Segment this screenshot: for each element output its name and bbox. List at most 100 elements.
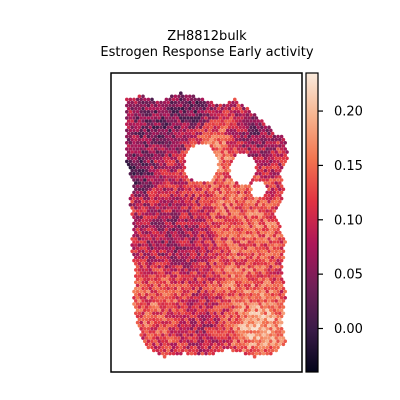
spot-point — [148, 132, 152, 136]
spot-point — [224, 305, 228, 309]
spot-point — [233, 284, 237, 288]
spot-point — [156, 200, 160, 204]
spot-point — [150, 339, 154, 343]
spot-point — [226, 265, 230, 269]
spot-point — [210, 243, 214, 247]
spot-point — [165, 203, 169, 207]
spot-point — [154, 197, 158, 201]
spot-point — [150, 116, 154, 120]
spot-point — [183, 110, 187, 114]
spot-point — [262, 308, 266, 312]
spot-point — [249, 287, 253, 291]
spot-point — [152, 175, 156, 179]
spot-point — [193, 277, 197, 281]
spot-point — [246, 194, 250, 198]
spot-point — [183, 160, 187, 164]
spot-point — [170, 312, 174, 316]
spot-point — [186, 129, 190, 133]
spot-point — [213, 243, 217, 247]
spot-point — [174, 324, 178, 328]
spot-point — [134, 138, 138, 142]
spot-point — [273, 302, 277, 306]
spot-point — [267, 274, 271, 278]
spot-point — [278, 343, 282, 347]
spot-point — [192, 268, 196, 272]
spot-point — [150, 153, 154, 157]
spot-point — [220, 305, 224, 309]
spot-point — [138, 169, 142, 173]
spot-point — [283, 147, 287, 151]
spot-point — [130, 250, 134, 254]
spot-point — [186, 271, 190, 275]
spot-point — [179, 191, 183, 195]
spot-point — [235, 119, 239, 123]
spot-point — [199, 138, 203, 142]
spot-point — [188, 231, 192, 235]
spot-point — [202, 250, 206, 254]
spot-point — [251, 197, 255, 201]
spot-point — [143, 166, 147, 170]
spot-point — [170, 101, 174, 105]
spot-point — [274, 200, 278, 204]
spot-point — [201, 184, 205, 188]
spot-point — [210, 188, 214, 192]
spot-point — [206, 293, 210, 297]
spot-point — [255, 178, 259, 182]
spot-point — [156, 219, 160, 223]
spot-point — [148, 101, 152, 105]
spot-point — [183, 172, 187, 176]
spot-point — [136, 277, 140, 281]
spot-point — [224, 274, 228, 278]
spot-point — [280, 240, 284, 244]
colorbar — [306, 73, 318, 372]
spot-point — [197, 253, 201, 257]
spot-point — [179, 246, 183, 250]
spot-point — [255, 147, 259, 151]
spot-point — [238, 243, 242, 247]
spot-point — [220, 281, 224, 285]
spot-point — [172, 259, 176, 263]
spot-point — [280, 333, 284, 337]
spot-point — [177, 181, 181, 185]
spot-point — [166, 274, 170, 278]
spot-point — [130, 206, 134, 210]
spot-point — [222, 327, 226, 331]
spot-point — [271, 343, 275, 347]
spot-point — [244, 346, 248, 350]
spot-point — [271, 293, 275, 297]
spot-point — [273, 240, 277, 244]
spot-point — [274, 231, 278, 235]
spot-point — [210, 262, 214, 266]
spot-point — [224, 243, 228, 247]
spot-point — [154, 234, 158, 238]
spot-point — [168, 271, 172, 275]
spot-point — [166, 126, 170, 130]
spot-point — [127, 126, 131, 130]
spot-point — [247, 346, 251, 350]
spot-point — [265, 203, 269, 207]
spot-point — [156, 343, 160, 347]
spot-point — [170, 250, 174, 254]
spot-point — [249, 262, 253, 266]
spot-point — [278, 144, 282, 148]
spot-point — [175, 172, 179, 176]
spot-point — [240, 290, 244, 294]
spot-point — [157, 215, 161, 219]
spot-point — [145, 163, 149, 167]
spot-point — [157, 290, 161, 294]
spot-point — [154, 333, 158, 337]
spot-point — [222, 122, 226, 126]
spot-point — [274, 287, 278, 291]
spot-point — [168, 308, 172, 312]
spot-point — [139, 104, 143, 108]
spot-point — [247, 197, 251, 201]
spot-point — [172, 321, 176, 325]
spot-point — [226, 135, 230, 139]
spot-point — [269, 234, 273, 238]
spot-point — [256, 349, 260, 353]
spot-point — [274, 312, 278, 316]
spot-point — [129, 203, 133, 207]
spot-point — [183, 184, 187, 188]
spot-point — [274, 293, 278, 297]
spot-point — [152, 293, 156, 297]
